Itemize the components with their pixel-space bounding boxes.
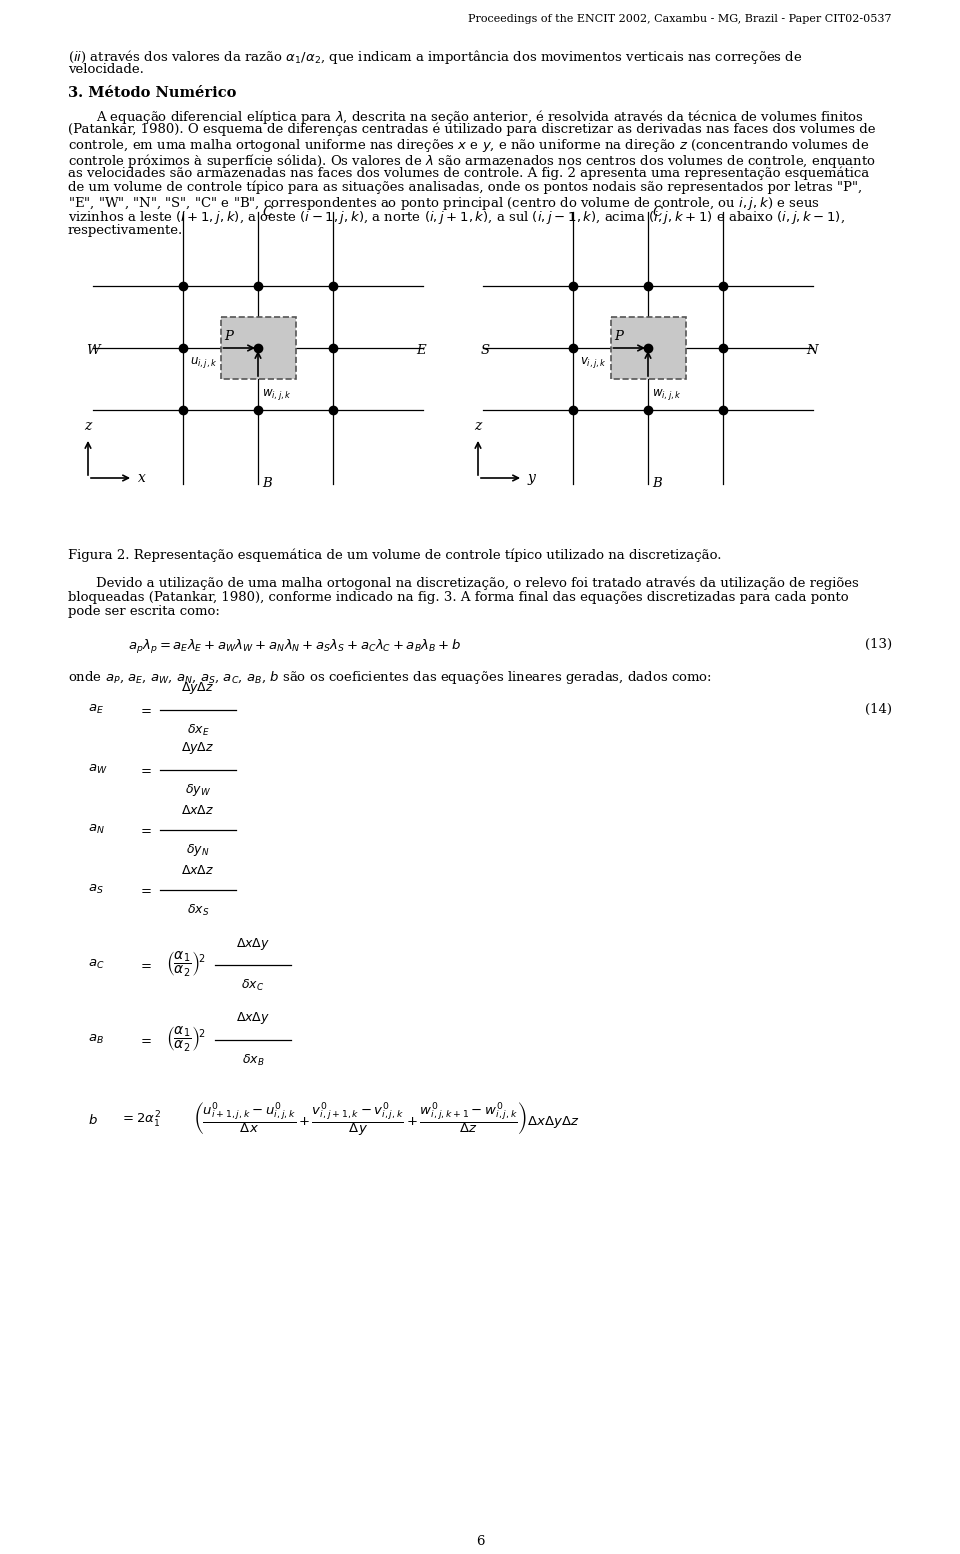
Text: B: B bbox=[262, 477, 272, 490]
Text: $=$: $=$ bbox=[138, 824, 153, 836]
Bar bbox=[221, 317, 296, 379]
Text: $=$: $=$ bbox=[138, 1033, 153, 1046]
Text: $=$: $=$ bbox=[138, 957, 153, 971]
Text: $w_{i,j,k}$: $w_{i,j,k}$ bbox=[652, 387, 682, 402]
Text: $\Delta y \Delta z$: $\Delta y \Delta z$ bbox=[181, 681, 215, 696]
Text: controle próximos à superfície sólida). Os valores de $\lambda$ são armazenados : controle próximos à superfície sólida). … bbox=[68, 151, 876, 169]
Text: $=$: $=$ bbox=[138, 702, 153, 716]
Text: P: P bbox=[225, 329, 233, 343]
Text: E: E bbox=[416, 343, 425, 356]
Text: W: W bbox=[86, 343, 100, 356]
Text: $a_B$: $a_B$ bbox=[88, 1033, 104, 1046]
Text: z: z bbox=[84, 420, 91, 434]
Text: $u_{i,j,k}$: $u_{i,j,k}$ bbox=[190, 354, 218, 370]
Text: $\delta y_W$: $\delta y_W$ bbox=[185, 783, 211, 799]
Text: $\Delta y \Delta z$: $\Delta y \Delta z$ bbox=[181, 741, 215, 757]
Text: bloqueadas (Patankar, 1980), conforme indicado na fig. 3. A forma final das equa: bloqueadas (Patankar, 1980), conforme in… bbox=[68, 591, 849, 603]
Text: velocidade.: velocidade. bbox=[68, 64, 144, 76]
Text: N: N bbox=[806, 343, 818, 356]
Text: $a_W$: $a_W$ bbox=[88, 763, 108, 775]
Text: y: y bbox=[528, 471, 536, 485]
Text: C: C bbox=[652, 207, 662, 219]
Text: $v_{i,j,k}$: $v_{i,j,k}$ bbox=[581, 354, 608, 370]
Text: $\delta x_B$: $\delta x_B$ bbox=[242, 1052, 264, 1068]
Bar bbox=[611, 317, 685, 379]
Text: ($ii$) através dos valores da razão $\alpha_1/\alpha_2$, que indicam a importânc: ($ii$) através dos valores da razão $\al… bbox=[68, 48, 803, 65]
Text: $= 2\alpha_1^2$: $= 2\alpha_1^2$ bbox=[120, 1110, 161, 1130]
Text: $\delta y_N$: $\delta y_N$ bbox=[186, 842, 209, 858]
Text: controle, em uma malha ortogonal uniforme nas direções $x$ e $y$, e não uniforme: controle, em uma malha ortogonal uniform… bbox=[68, 137, 869, 154]
Text: z: z bbox=[474, 420, 482, 434]
Text: $\Delta x \Delta z$: $\Delta x \Delta z$ bbox=[181, 803, 215, 816]
Text: (13): (13) bbox=[865, 637, 892, 651]
Text: $a_C$: $a_C$ bbox=[88, 957, 105, 971]
Text: $\Delta x \Delta y$: $\Delta x \Delta y$ bbox=[236, 1010, 270, 1027]
Text: Proceedings of the ENCIT 2002, Caxambu - MG, Brazil - Paper CIT02-0537: Proceedings of the ENCIT 2002, Caxambu -… bbox=[468, 14, 892, 23]
Text: respectivamente.: respectivamente. bbox=[68, 224, 183, 238]
Text: P: P bbox=[614, 329, 623, 343]
Text: $\delta x_C$: $\delta x_C$ bbox=[241, 977, 265, 993]
Text: $b$: $b$ bbox=[88, 1113, 98, 1127]
Text: vizinhos a leste $(i+1,j,k)$, a oeste $(i-1,j,k)$, a norte $(i,j+1,k)$, a sul $(: vizinhos a leste $(i+1,j,k)$, a oeste $(… bbox=[68, 210, 845, 227]
Text: $a_S$: $a_S$ bbox=[88, 883, 104, 897]
Text: "E", "W", "N", "S", "C" e "B", correspondentes ao ponto principal (centro do vol: "E", "W", "N", "S", "C" e "B", correspon… bbox=[68, 194, 820, 211]
Text: $=$: $=$ bbox=[138, 883, 153, 897]
Text: S: S bbox=[481, 343, 490, 356]
Text: $\left(\dfrac{\alpha_1}{\alpha_2}\right)^{\!2}$: $\left(\dfrac{\alpha_1}{\alpha_2}\right)… bbox=[166, 949, 205, 979]
Text: (14): (14) bbox=[865, 702, 892, 716]
Text: $=$: $=$ bbox=[138, 763, 153, 775]
Text: $\delta x_S$: $\delta x_S$ bbox=[187, 903, 209, 917]
Text: x: x bbox=[138, 471, 146, 485]
Text: A equação diferencial elíptica para $\lambda$, descrita na seção anterior, é res: A equação diferencial elíptica para $\la… bbox=[96, 107, 864, 126]
Text: (Patankar, 1980). O esquema de diferenças centradas é utilizado para discretizar: (Patankar, 1980). O esquema de diferença… bbox=[68, 123, 876, 137]
Text: $\left(\dfrac{u^0_{i+1,j,k} - u^0_{i,j,k}}{\Delta x} + \dfrac{v^0_{i,j+1,k} - v^: $\left(\dfrac{u^0_{i+1,j,k} - u^0_{i,j,k… bbox=[193, 1100, 580, 1139]
Text: 6: 6 bbox=[476, 1535, 484, 1548]
Text: Figura 2. Representação esquemática de um volume de controle típico utilizado na: Figura 2. Representação esquemática de u… bbox=[68, 549, 722, 561]
Text: $\Delta x \Delta y$: $\Delta x \Delta y$ bbox=[236, 936, 270, 951]
Text: C: C bbox=[262, 207, 272, 219]
Text: as velocidades são armazenadas nas faces dos volumes de controle. A fig. 2 apres: as velocidades são armazenadas nas faces… bbox=[68, 166, 869, 180]
Text: $\delta x_E$: $\delta x_E$ bbox=[186, 723, 209, 738]
Text: Devido a utilização de uma malha ortogonal na discretização, o relevo foi tratad: Devido a utilização de uma malha ortogon… bbox=[96, 577, 859, 589]
Text: de um volume de controle típico para as situações analisadas, onde os pontos nod: de um volume de controle típico para as … bbox=[68, 180, 862, 194]
Text: pode ser escrita como:: pode ser escrita como: bbox=[68, 605, 220, 618]
Text: $\Delta x \Delta z$: $\Delta x \Delta z$ bbox=[181, 864, 215, 876]
Text: $a_p \lambda_p = a_E \lambda_E + a_W \lambda_W + a_N \lambda_N + a_S \lambda_S +: $a_p \lambda_p = a_E \lambda_E + a_W \la… bbox=[128, 637, 462, 656]
Text: $w_{i,j,k}$: $w_{i,j,k}$ bbox=[262, 387, 292, 402]
Text: $a_E$: $a_E$ bbox=[88, 702, 104, 716]
Text: B: B bbox=[652, 477, 661, 490]
Text: $a_N$: $a_N$ bbox=[88, 824, 105, 836]
Text: 3. Método Numérico: 3. Método Numérico bbox=[68, 85, 236, 99]
Text: $\left(\dfrac{\alpha_1}{\alpha_2}\right)^{\!2}$: $\left(\dfrac{\alpha_1}{\alpha_2}\right)… bbox=[166, 1026, 205, 1054]
Text: onde $a_P$, $a_E$, $a_W$, $a_N$, $a_S$, $a_C$, $a_B$, $b$ são os coeficientes da: onde $a_P$, $a_E$, $a_W$, $a_N$, $a_S$, … bbox=[68, 670, 712, 687]
